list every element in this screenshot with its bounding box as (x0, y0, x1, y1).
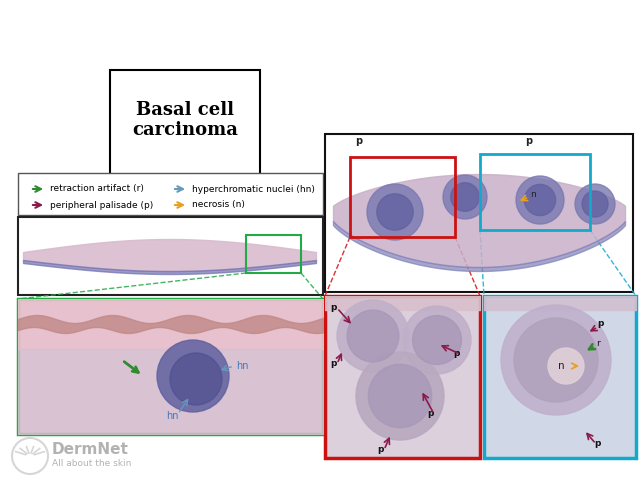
Circle shape (524, 184, 556, 216)
Circle shape (170, 353, 222, 405)
Circle shape (347, 310, 399, 362)
Text: necrosis (n): necrosis (n) (192, 201, 245, 209)
Bar (18, 173, 323, 215)
Text: p: p (355, 136, 362, 146)
Text: All about the skin: All about the skin (52, 458, 131, 468)
Text: retraction artifact (r): retraction artifact (r) (50, 184, 144, 193)
Text: p: p (330, 359, 337, 368)
Bar (480, 154, 590, 230)
Bar (18, 299, 323, 434)
Bar (325, 296, 480, 458)
Circle shape (337, 300, 409, 372)
Text: n: n (530, 190, 536, 199)
Circle shape (443, 175, 487, 219)
Text: hn: hn (236, 361, 248, 371)
Text: Basal cell
carcinoma: Basal cell carcinoma (132, 101, 238, 139)
Circle shape (157, 340, 229, 412)
Circle shape (356, 352, 444, 440)
Text: DermNet: DermNet (52, 443, 129, 457)
Bar (350, 157, 455, 237)
Circle shape (377, 194, 413, 230)
Text: p: p (597, 319, 604, 328)
Circle shape (367, 184, 423, 240)
Text: p: p (525, 136, 532, 146)
Bar (18, 217, 323, 295)
Circle shape (514, 318, 598, 402)
Text: p: p (453, 349, 460, 358)
Text: peripheral palisade (p): peripheral palisade (p) (50, 201, 153, 209)
Circle shape (575, 184, 615, 224)
Text: p: p (330, 303, 337, 312)
Circle shape (368, 364, 432, 428)
Text: hn: hn (166, 411, 179, 421)
Bar (246, 235, 301, 273)
Circle shape (451, 183, 479, 211)
Text: r: r (596, 339, 600, 348)
Bar (484, 296, 636, 458)
Text: p: p (427, 409, 433, 418)
Circle shape (582, 191, 608, 217)
Text: p: p (594, 439, 600, 448)
Circle shape (501, 305, 611, 415)
Text: n: n (558, 361, 564, 371)
Text: hyperchromatic nuclei (hn): hyperchromatic nuclei (hn) (192, 184, 315, 193)
Circle shape (403, 306, 471, 374)
Circle shape (413, 315, 461, 364)
Circle shape (516, 176, 564, 224)
Bar (325, 134, 633, 292)
Text: p: p (377, 445, 383, 454)
Circle shape (548, 348, 584, 384)
Bar (110, 70, 260, 180)
